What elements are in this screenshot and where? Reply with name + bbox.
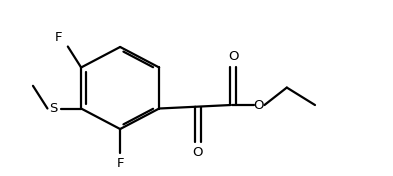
Text: O: O bbox=[193, 146, 203, 159]
Text: O: O bbox=[228, 50, 239, 63]
Text: F: F bbox=[55, 31, 62, 44]
Text: S: S bbox=[49, 102, 57, 115]
Text: F: F bbox=[116, 158, 124, 170]
Text: O: O bbox=[253, 99, 264, 112]
